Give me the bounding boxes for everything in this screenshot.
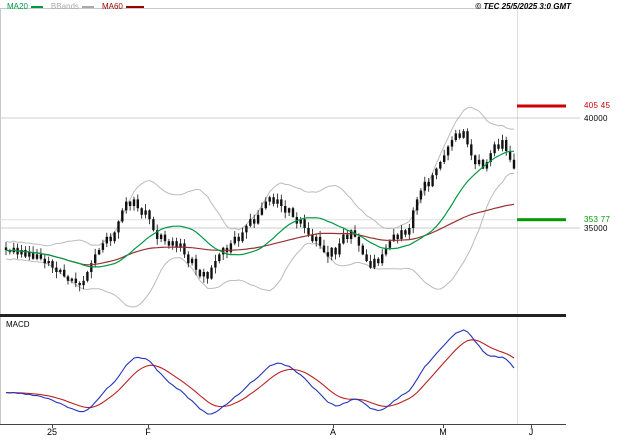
price-marker-label-0: 405 45 [584,101,611,110]
x-axis-label-4: J [528,427,534,437]
legend-item-bbands: BBands [51,2,94,11]
ma60-line [5,203,515,266]
macd-lines [5,329,515,415]
ma20-line [5,150,514,268]
bbands-line-swatch-icon [81,5,94,8]
legend-item-ma20: MA20 [7,2,43,11]
macd-signal-line [5,339,515,409]
legend-item-ma60: MA60 [102,2,144,11]
legend-label-ma60: MA60 [101,2,123,11]
ma60-line-swatch-icon [125,5,144,8]
chart-frame [0,8,566,425]
copyright-text: © TEC 25/5/2025 3:0 GMT [475,2,571,11]
chart-legend: MA20 BBands MA60 [7,2,144,11]
macd-line [5,329,515,415]
price-grid-label-1: 35000 [584,224,608,233]
candlesticks [4,128,516,292]
x-axis-label-1: F [145,427,151,437]
x-axis-label-0: 25 [46,427,58,437]
ma20-line-swatch-icon [30,5,43,8]
x-axis-ticks [52,424,532,428]
price-grid-label-0: 40000 [584,114,608,123]
macd-panel-label: MACD [6,320,30,329]
legend-label-bbands: BBands [50,2,79,11]
bollinger-bands [5,106,514,308]
x-axis-label-2: A [329,427,337,437]
legend-label-ma20: MA20 [7,2,28,11]
x-axis-label-3: M [439,427,447,437]
price-level-markers [517,104,566,222]
price-marker-label-1: 353 77 [584,215,611,224]
